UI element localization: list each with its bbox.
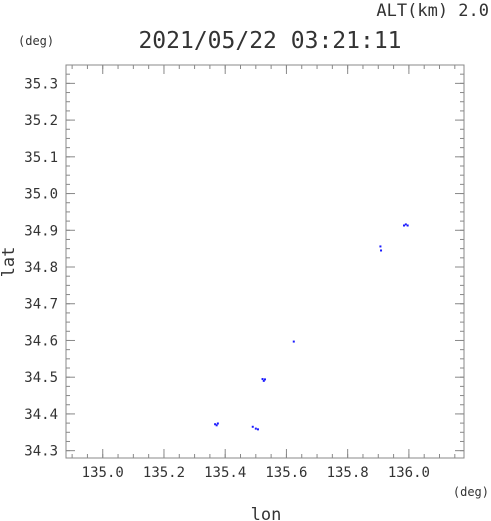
data-point (254, 427, 257, 430)
data-point (380, 249, 383, 252)
y-tick-label: 34.4 (24, 407, 58, 423)
data-point (261, 378, 264, 381)
data-point (402, 224, 405, 227)
data-point (256, 428, 259, 431)
plot-frame (65, 64, 465, 459)
data-point (379, 245, 382, 248)
y-tick-label: 35.3 (24, 76, 58, 92)
data-point (216, 422, 219, 425)
y-tick-label: 34.5 (24, 370, 58, 386)
data-point (404, 223, 407, 226)
x-tick-label: 136.0 (388, 465, 430, 481)
x-tick-label: 135.6 (265, 465, 307, 481)
y-unit-label: (deg) (18, 34, 54, 48)
y-tick-label: 34.6 (24, 333, 58, 349)
y-axis-label: lat (0, 247, 19, 278)
x-tick-label: 135.0 (82, 465, 124, 481)
y-tick-label: 35.2 (24, 113, 58, 129)
y-tick-label: 34.8 (24, 260, 58, 276)
datetime-title: 2021/05/22 03:21:11 (138, 28, 401, 54)
y-tick-label: 35.1 (24, 150, 58, 166)
y-tick-label: 34.7 (24, 297, 58, 313)
x-tick-label: 135.8 (327, 465, 369, 481)
altitude-label: ALT(km) 2.0 (376, 1, 489, 21)
data-point (251, 425, 254, 428)
y-tick-label: 34.9 (24, 223, 58, 239)
data-point (262, 379, 265, 382)
data-point (292, 340, 295, 343)
data-point (215, 424, 218, 427)
axis-ticks (66, 64, 464, 458)
x-tick-label: 135.4 (204, 465, 246, 481)
x-unit-label: (deg) (453, 485, 489, 499)
data-point (406, 224, 409, 227)
x-tick-label: 135.2 (143, 465, 185, 481)
data-points (214, 223, 409, 431)
x-axis-label: lon (251, 505, 282, 521)
y-tick-label: 34.3 (24, 444, 58, 460)
tick-labels: 135.0 135.2 135.4 135.6 135.8 136.0 34.3 34.4 34… (24, 76, 430, 481)
y-tick-label: 35.0 (24, 187, 58, 203)
data-point (214, 423, 217, 426)
data-point (264, 378, 266, 381)
